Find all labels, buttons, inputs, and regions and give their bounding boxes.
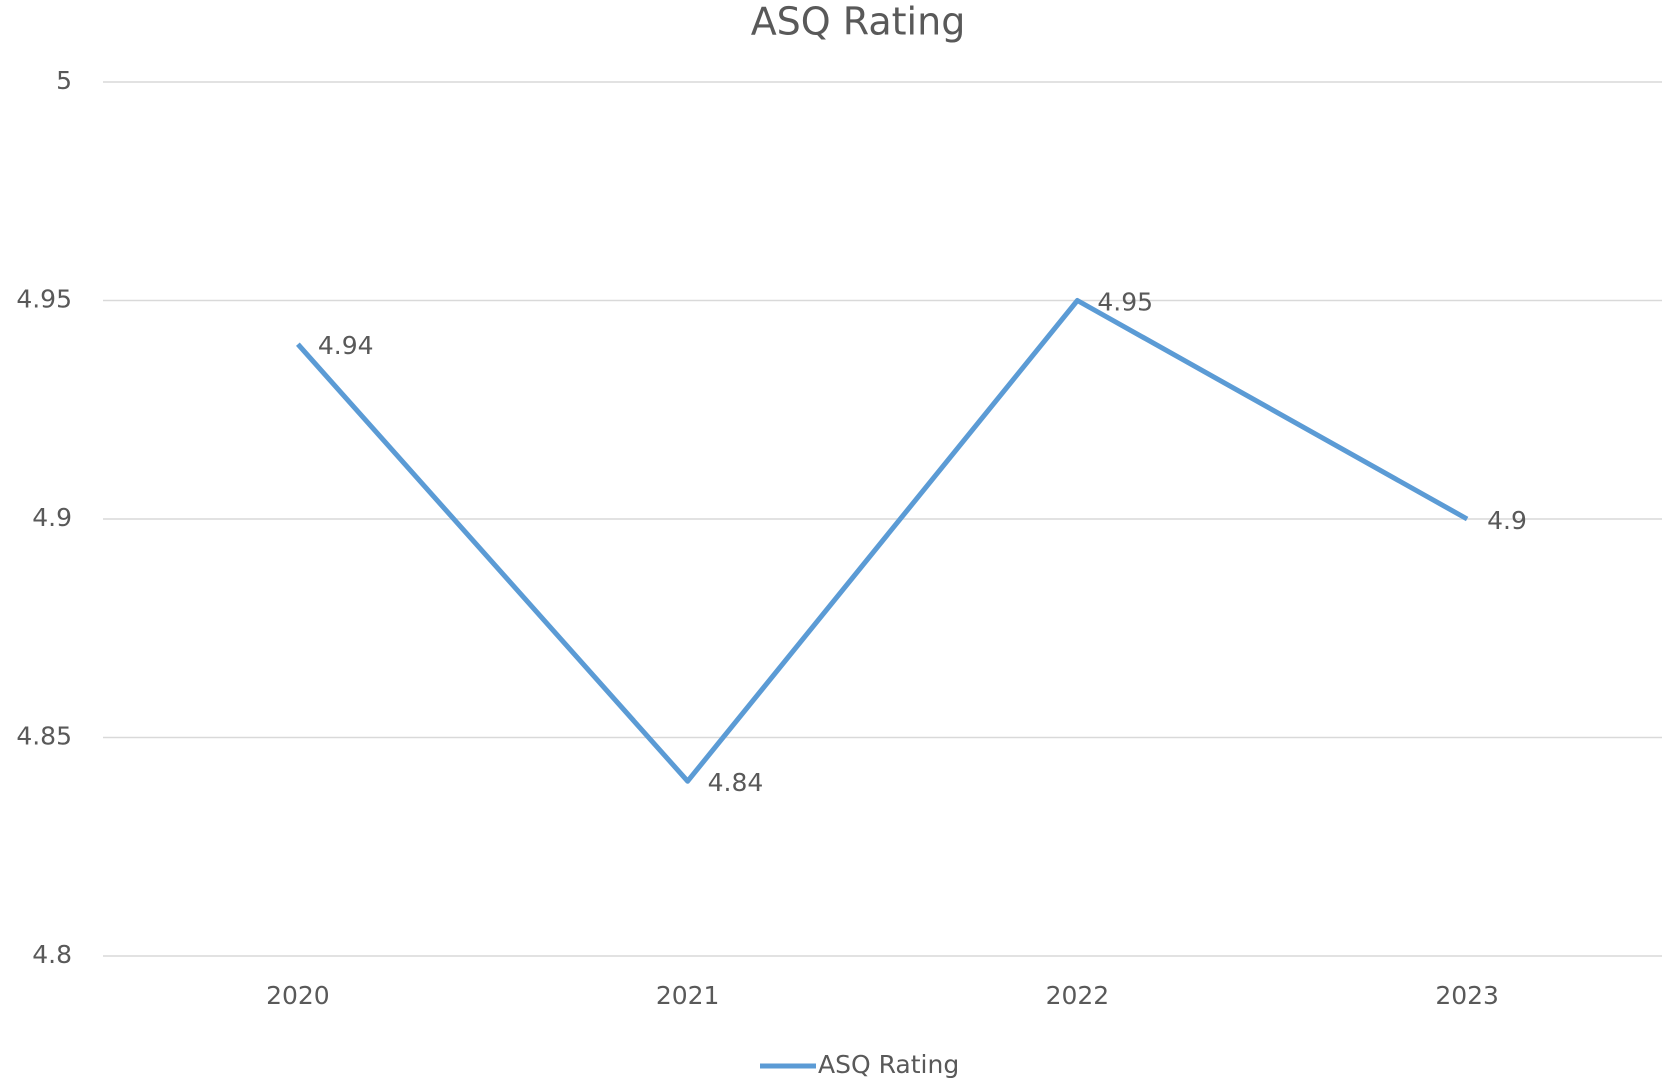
x-tick-label: 2020: [266, 981, 330, 1010]
y-tick-label: 4.8: [32, 940, 72, 969]
y-tick-label: 5: [56, 66, 72, 95]
data-label: 4.9: [1487, 506, 1527, 535]
data-label: 4.95: [1097, 288, 1153, 317]
y-tick-label: 4.9: [32, 503, 72, 532]
y-tick-label: 4.95: [16, 285, 72, 314]
data-label: 4.84: [708, 768, 764, 797]
line-series: [296, 298, 1469, 784]
x-tick-label: 2023: [1435, 981, 1499, 1010]
chart-title: ASQ Rating: [751, 0, 966, 44]
x-tick-label: 2022: [1046, 981, 1110, 1010]
x-tick-label: 2021: [656, 981, 720, 1010]
y-tick-label: 4.85: [16, 722, 72, 751]
data-label: 4.94: [318, 331, 374, 360]
legend-label: ASQ Rating: [818, 1050, 959, 1079]
